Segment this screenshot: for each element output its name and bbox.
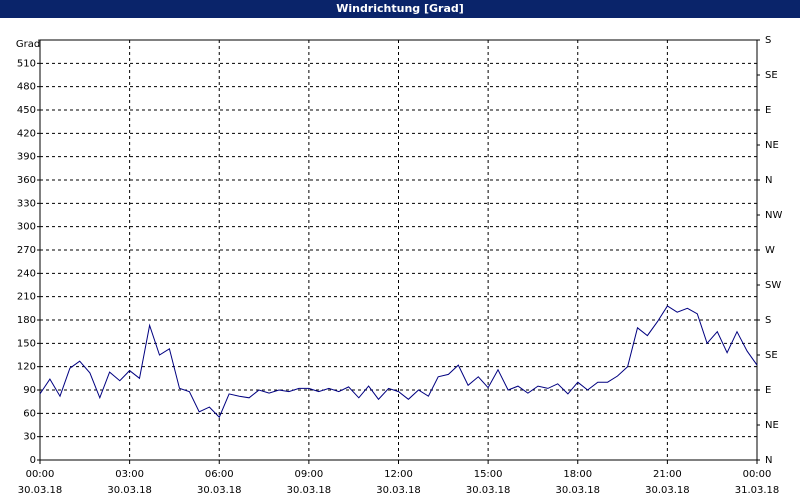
y-tick-label: 150: [17, 338, 36, 349]
y2-tick-label: N: [765, 175, 772, 186]
chart-title: Windrichtung [Grad]: [336, 2, 464, 15]
y2-tick-label: SE: [765, 350, 778, 361]
y-tick-label: 240: [17, 268, 36, 279]
y-tick-label: 330: [17, 198, 36, 209]
x-tick-date: 30.03.18: [645, 485, 690, 496]
y-tick-label: 90: [23, 385, 36, 396]
x-tick-label: 15:00: [474, 469, 503, 480]
x-tick-label: 18:00: [563, 469, 592, 480]
y-tick-label: 0: [30, 455, 36, 466]
x-tick-date: 31.03.18: [735, 485, 780, 496]
x-tick-label: 06:00: [205, 469, 234, 480]
y-tick-label: 120: [17, 362, 36, 373]
x-tick-label: 21:00: [653, 469, 682, 480]
y-tick-label: 360: [17, 175, 36, 186]
x-tick-label: 09:00: [294, 469, 323, 480]
y-tick-label: 300: [17, 222, 36, 233]
y2-tick-label: N: [765, 455, 772, 466]
x-tick-label: 00:00: [26, 469, 55, 480]
x-tick-date: 30.03.18: [555, 485, 600, 496]
x-tick-date: 30.03.18: [18, 485, 63, 496]
x-tick-date: 30.03.18: [197, 485, 242, 496]
y2-tick-label: S: [765, 35, 771, 46]
y2-tick-label: W: [765, 245, 775, 256]
y2-tick-label: E: [765, 105, 771, 116]
title-bar: [0, 0, 800, 18]
y2-tick-label: SW: [765, 280, 781, 291]
y-tick-label: 210: [17, 292, 36, 303]
y-tick-label: 450: [17, 105, 36, 116]
y2-tick-label: NE: [765, 420, 779, 431]
y-tick-label: 390: [17, 152, 36, 163]
x-tick-label: 03:00: [115, 469, 144, 480]
y-tick-label: 30: [23, 432, 36, 443]
y-tick-label: 420: [17, 128, 36, 139]
x-tick-label: 12:00: [384, 469, 413, 480]
x-tick-date: 30.03.18: [376, 485, 421, 496]
x-tick-date: 30.03.18: [466, 485, 511, 496]
y2-tick-label: S: [765, 315, 771, 326]
x-tick-date: 30.03.18: [287, 485, 332, 496]
x-tick-label: 00:00: [743, 469, 772, 480]
y2-tick-label: E: [765, 385, 771, 396]
x-tick-date: 30.03.18: [107, 485, 152, 496]
y-tick-label: 180: [17, 315, 36, 326]
y-tick-label: 480: [17, 82, 36, 93]
y2-tick-label: NE: [765, 140, 779, 151]
y-tick-label: 270: [17, 245, 36, 256]
y2-tick-label: SE: [765, 70, 778, 81]
y2-tick-label: NW: [765, 210, 782, 221]
y-tick-label: 60: [23, 408, 36, 419]
y-tick-label: 510: [17, 58, 36, 69]
y-axis-label: Grad: [16, 39, 40, 50]
data-line: [39, 305, 758, 419]
